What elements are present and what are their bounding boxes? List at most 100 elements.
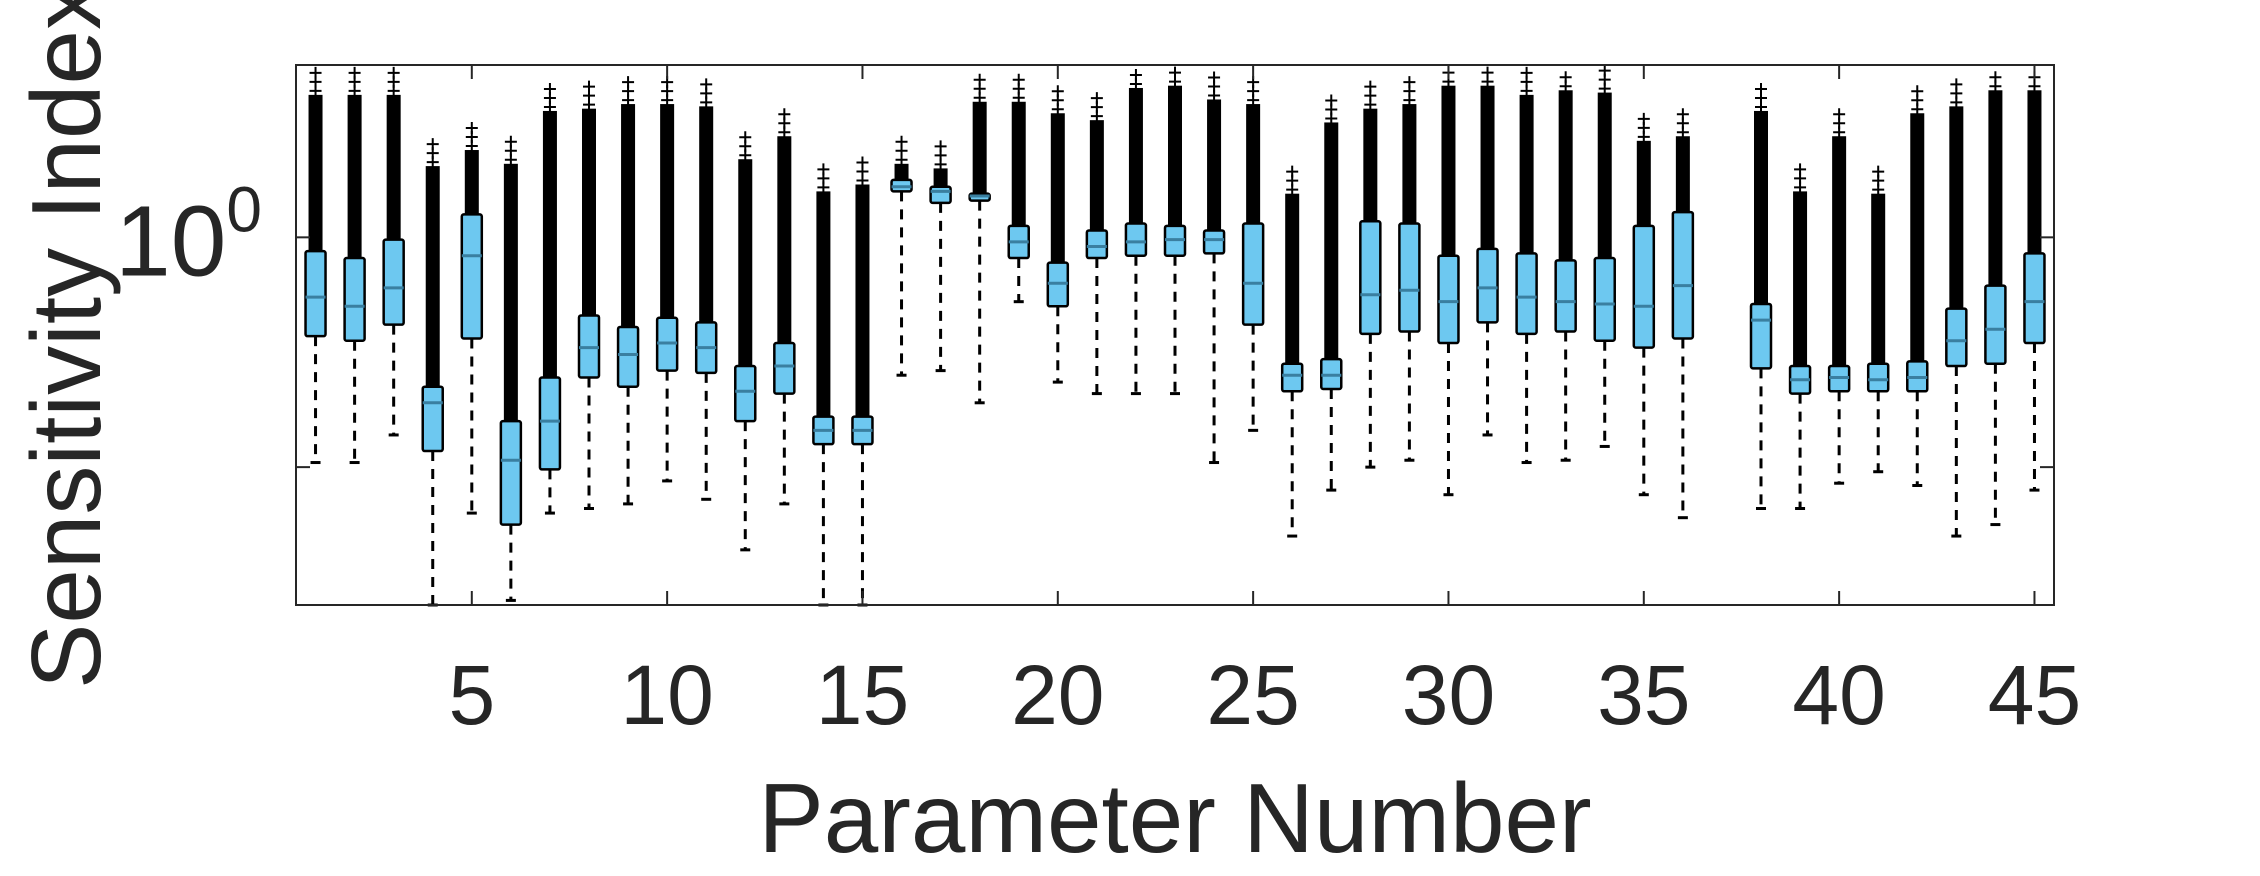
box-body xyxy=(1437,254,1460,345)
box-param-43 xyxy=(1945,78,1968,538)
box-param-10 xyxy=(655,76,679,483)
box-param-15 xyxy=(851,156,874,607)
upper-outliers xyxy=(855,184,870,417)
box-param-33 xyxy=(1554,71,1577,462)
upper-outliers xyxy=(542,110,557,378)
box-body xyxy=(1866,362,1890,393)
box-body xyxy=(421,385,444,453)
box-body xyxy=(538,376,562,471)
outlier-marker xyxy=(817,163,830,176)
x-tick-label: 25 xyxy=(1206,648,1299,742)
box-param-41 xyxy=(1866,165,1890,474)
upper-outliers xyxy=(1910,113,1925,362)
box-body xyxy=(773,341,796,395)
y-axis-label: Sensitivity Index xyxy=(11,0,121,689)
upper-outliers xyxy=(464,150,479,215)
box-param-45 xyxy=(2023,71,2046,492)
x-tick-label: 15 xyxy=(816,648,909,742)
upper-outliers xyxy=(1128,87,1143,224)
box-param-8 xyxy=(577,80,601,510)
box-param-24 xyxy=(1202,71,1226,465)
upper-outliers xyxy=(347,94,362,259)
outlier-marker xyxy=(973,73,986,86)
upper-outliers xyxy=(1441,85,1456,256)
box-param-35 xyxy=(1632,112,1656,497)
upper-outliers xyxy=(1011,101,1026,226)
upper-outliers xyxy=(1871,193,1886,364)
outlier-marker xyxy=(1090,92,1103,105)
upper-outliers xyxy=(1597,92,1612,259)
box-param-3 xyxy=(382,66,405,437)
box-param-23 xyxy=(1163,66,1187,396)
box-param-20 xyxy=(1046,85,1070,384)
box-param-36 xyxy=(1671,108,1695,520)
outlier-marker xyxy=(1012,73,1025,86)
x-tick-label: 5 xyxy=(448,648,495,742)
box-param-22 xyxy=(1124,68,1148,396)
upper-outliers xyxy=(1675,136,1690,213)
box-body xyxy=(304,249,327,338)
upper-outliers xyxy=(816,191,831,417)
x-axis-label: Parameter Number xyxy=(758,763,1591,873)
box-body xyxy=(1593,256,1616,342)
upper-outliers xyxy=(1949,106,1964,309)
upper-outliers xyxy=(503,163,518,422)
outlier-marker xyxy=(622,76,635,89)
box-param-12 xyxy=(734,131,757,552)
x-tick-label: 35 xyxy=(1597,648,1690,742)
outlier-marker xyxy=(1833,108,1846,121)
box-param-1 xyxy=(304,66,327,465)
outlier-marker xyxy=(543,82,556,95)
x-tick-label: 45 xyxy=(1988,648,2081,742)
box-body xyxy=(929,185,952,205)
outlier-marker xyxy=(426,138,439,151)
upper-outliers xyxy=(621,104,636,327)
box-param-13 xyxy=(773,108,796,506)
box-param-42 xyxy=(1906,85,1929,488)
outlier-marker xyxy=(778,108,791,121)
outlier-marker xyxy=(1755,82,1767,95)
outlier-marker xyxy=(1520,66,1533,79)
upper-outliers xyxy=(1402,104,1417,224)
box-body xyxy=(343,256,366,342)
box-param-44 xyxy=(1984,71,2007,527)
upper-outliers xyxy=(1636,140,1651,226)
outlier-marker xyxy=(309,66,322,79)
upper-outliers xyxy=(1363,108,1378,222)
box-param-5 xyxy=(460,122,484,515)
y-tick-label: 100 xyxy=(115,173,262,297)
upper-outliers xyxy=(425,166,440,387)
box-param-6 xyxy=(499,135,523,602)
box-param-32 xyxy=(1515,66,1538,465)
box-param-19 xyxy=(1007,73,1030,304)
box-body xyxy=(2023,252,2046,345)
upper-outliers xyxy=(738,159,753,367)
box-body xyxy=(616,325,640,388)
box-param-16 xyxy=(890,135,913,377)
upper-outliers xyxy=(660,104,675,318)
upper-outliers xyxy=(1089,120,1104,231)
box-body xyxy=(1124,222,1148,257)
upper-outliers xyxy=(1832,136,1847,367)
upper-outliers xyxy=(972,101,987,194)
outlier-marker xyxy=(1129,68,1142,81)
box-param-31 xyxy=(1476,66,1499,437)
box-param-2 xyxy=(343,66,366,465)
upper-outliers xyxy=(1246,104,1261,224)
box-param-7 xyxy=(538,82,562,515)
box-param-4 xyxy=(421,138,444,607)
box-param-38 xyxy=(1749,82,1773,510)
upper-outliers xyxy=(1285,193,1300,364)
plot-marks xyxy=(304,64,2046,607)
box-param-28 xyxy=(1359,80,1382,469)
outlier-marker xyxy=(739,131,752,144)
upper-outliers xyxy=(1519,94,1534,254)
outlier-marker xyxy=(1208,71,1221,84)
box-body xyxy=(382,238,405,326)
outlier-marker xyxy=(1169,66,1181,79)
box-param-26 xyxy=(1280,165,1304,538)
outlier-marker xyxy=(387,66,400,79)
outlier-marker xyxy=(1364,80,1377,93)
outlier-marker xyxy=(1637,112,1650,125)
